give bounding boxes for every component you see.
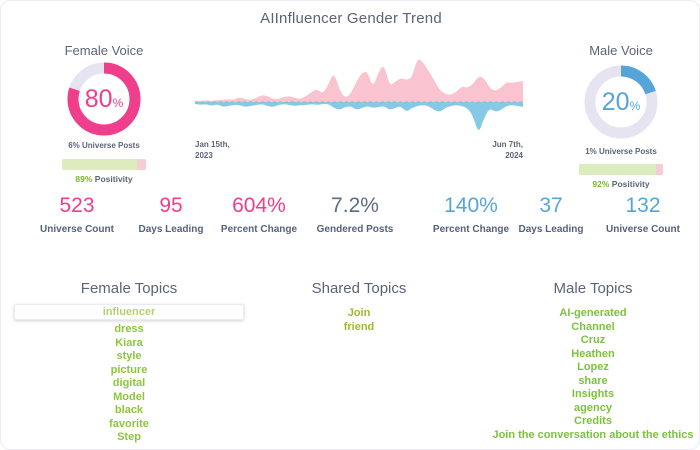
topic-item[interactable]: black [114, 404, 144, 416]
topic-item[interactable]: digital [112, 377, 146, 389]
female-positivity-label: Positivity [94, 174, 133, 184]
female-positivity-bar [62, 159, 146, 170]
page-title: AIInfluencer Gender Trend [260, 10, 442, 27]
topic-item[interactable]: Join [347, 307, 371, 319]
male-percent: 20% [601, 88, 641, 116]
topic-item-selected[interactable]: influencer [14, 304, 244, 320]
stat-days-leading: 95 Days Leading [138, 194, 203, 235]
male-voice-label: Male Voice [589, 43, 653, 58]
topic-item[interactable]: Heathen [571, 347, 615, 360]
topic-item[interactable]: Kiara [115, 336, 143, 349]
female-topics-list: influencer dress Kiara style picture digital M… [14, 304, 244, 445]
stat-value: 7.2% [331, 194, 379, 217]
stat-label: Days Leading [138, 224, 204, 235]
topic-item[interactable]: agency [574, 401, 612, 414]
topic-item[interactable]: AI-generated [559, 307, 627, 319]
stat-value: 95 [159, 194, 183, 217]
stat-value: 132 [625, 194, 661, 217]
topic-item[interactable]: style [116, 350, 142, 362]
topic-item[interactable]: Channel [571, 320, 615, 333]
male-positivity-value: 92% [592, 179, 610, 189]
stat-label: Percent Change [432, 224, 510, 235]
topic-item[interactable]: Lopez [577, 361, 609, 373]
female-percent: 80% [84, 85, 124, 113]
stat-percent-change: 140% Percent Change [433, 194, 509, 235]
male-positivity-bar-fill [579, 164, 657, 175]
stat-universe-count: 523 Universe Count [40, 194, 114, 235]
female-voice-donut: 80% [67, 62, 141, 136]
stat-universe-count: 132 Universe Count [606, 194, 680, 235]
female-donut-chart [67, 62, 141, 136]
topic-item[interactable]: Cruz [580, 334, 606, 346]
male-series-area [195, 102, 523, 130]
male-positivity-label: Positivity [611, 179, 650, 189]
gender-trend-area-chart [195, 59, 523, 130]
male-positivity: 92% Positivity [531, 179, 699, 189]
shared-topics-list: Join friend [259, 307, 459, 334]
stat-label: Universe Count [606, 224, 680, 235]
topic-item[interactable]: picture [110, 363, 148, 376]
male-universe-posts: 1% Universe Posts [585, 147, 657, 156]
chart-start-date: Jan 15th, 2023 [195, 140, 230, 160]
topic-item[interactable]: friend [343, 320, 375, 333]
topic-item[interactable]: Join the conversation about the ethics [492, 428, 694, 441]
topic-item[interactable]: dress [114, 323, 144, 335]
topic-item[interactable]: favorite [109, 417, 149, 430]
stat-label: Days Leading [518, 224, 584, 235]
stat-value: 37 [539, 194, 563, 217]
female-positivity-value: 89% [75, 174, 93, 184]
male-positivity-bar [579, 164, 663, 175]
female-series-area [195, 59, 523, 102]
stat-label: Gendered Posts [316, 224, 394, 235]
chart-end-date: Jun 7th, 2024 [492, 140, 523, 160]
stat-days-leading: 37 Days Leading [518, 194, 583, 235]
stat-value: 523 [59, 194, 95, 217]
topic-item[interactable]: Step [117, 431, 141, 443]
shared-topics-header: Shared Topics [311, 280, 407, 297]
stat-percent-change: 604% Percent Change [221, 194, 297, 235]
male-topics-list: AI-generated Channel Cruz Heathen Lopez share… [463, 307, 699, 442]
topic-item[interactable]: Insights [571, 388, 615, 400]
female-universe-posts: 6% Universe Posts [68, 141, 140, 150]
stat-gendered-posts: 7.2% Gendered Posts [317, 194, 394, 235]
female-topics-header: Female Topics [80, 280, 178, 297]
stats-row: 523 Universe Count 95 Days Leading 604% Perce… [1, 194, 699, 239]
topic-item[interactable]: share [578, 374, 608, 387]
male-voice-donut: 20% [584, 65, 658, 139]
male-topics-header: Male Topics [553, 280, 633, 297]
stat-label: Percent Change [220, 224, 298, 235]
female-voice-label: Female Voice [64, 43, 144, 58]
stat-value: 604% [232, 194, 286, 217]
female-positivity-bar-fill [62, 159, 137, 170]
topic-item[interactable]: Model [113, 390, 145, 403]
female-positivity: 89% Positivity [14, 174, 194, 184]
stat-label: Universe Count [40, 224, 114, 235]
topic-item[interactable]: Credits [574, 415, 612, 427]
male-donut-chart [584, 65, 658, 139]
stat-value: 140% [444, 194, 498, 217]
